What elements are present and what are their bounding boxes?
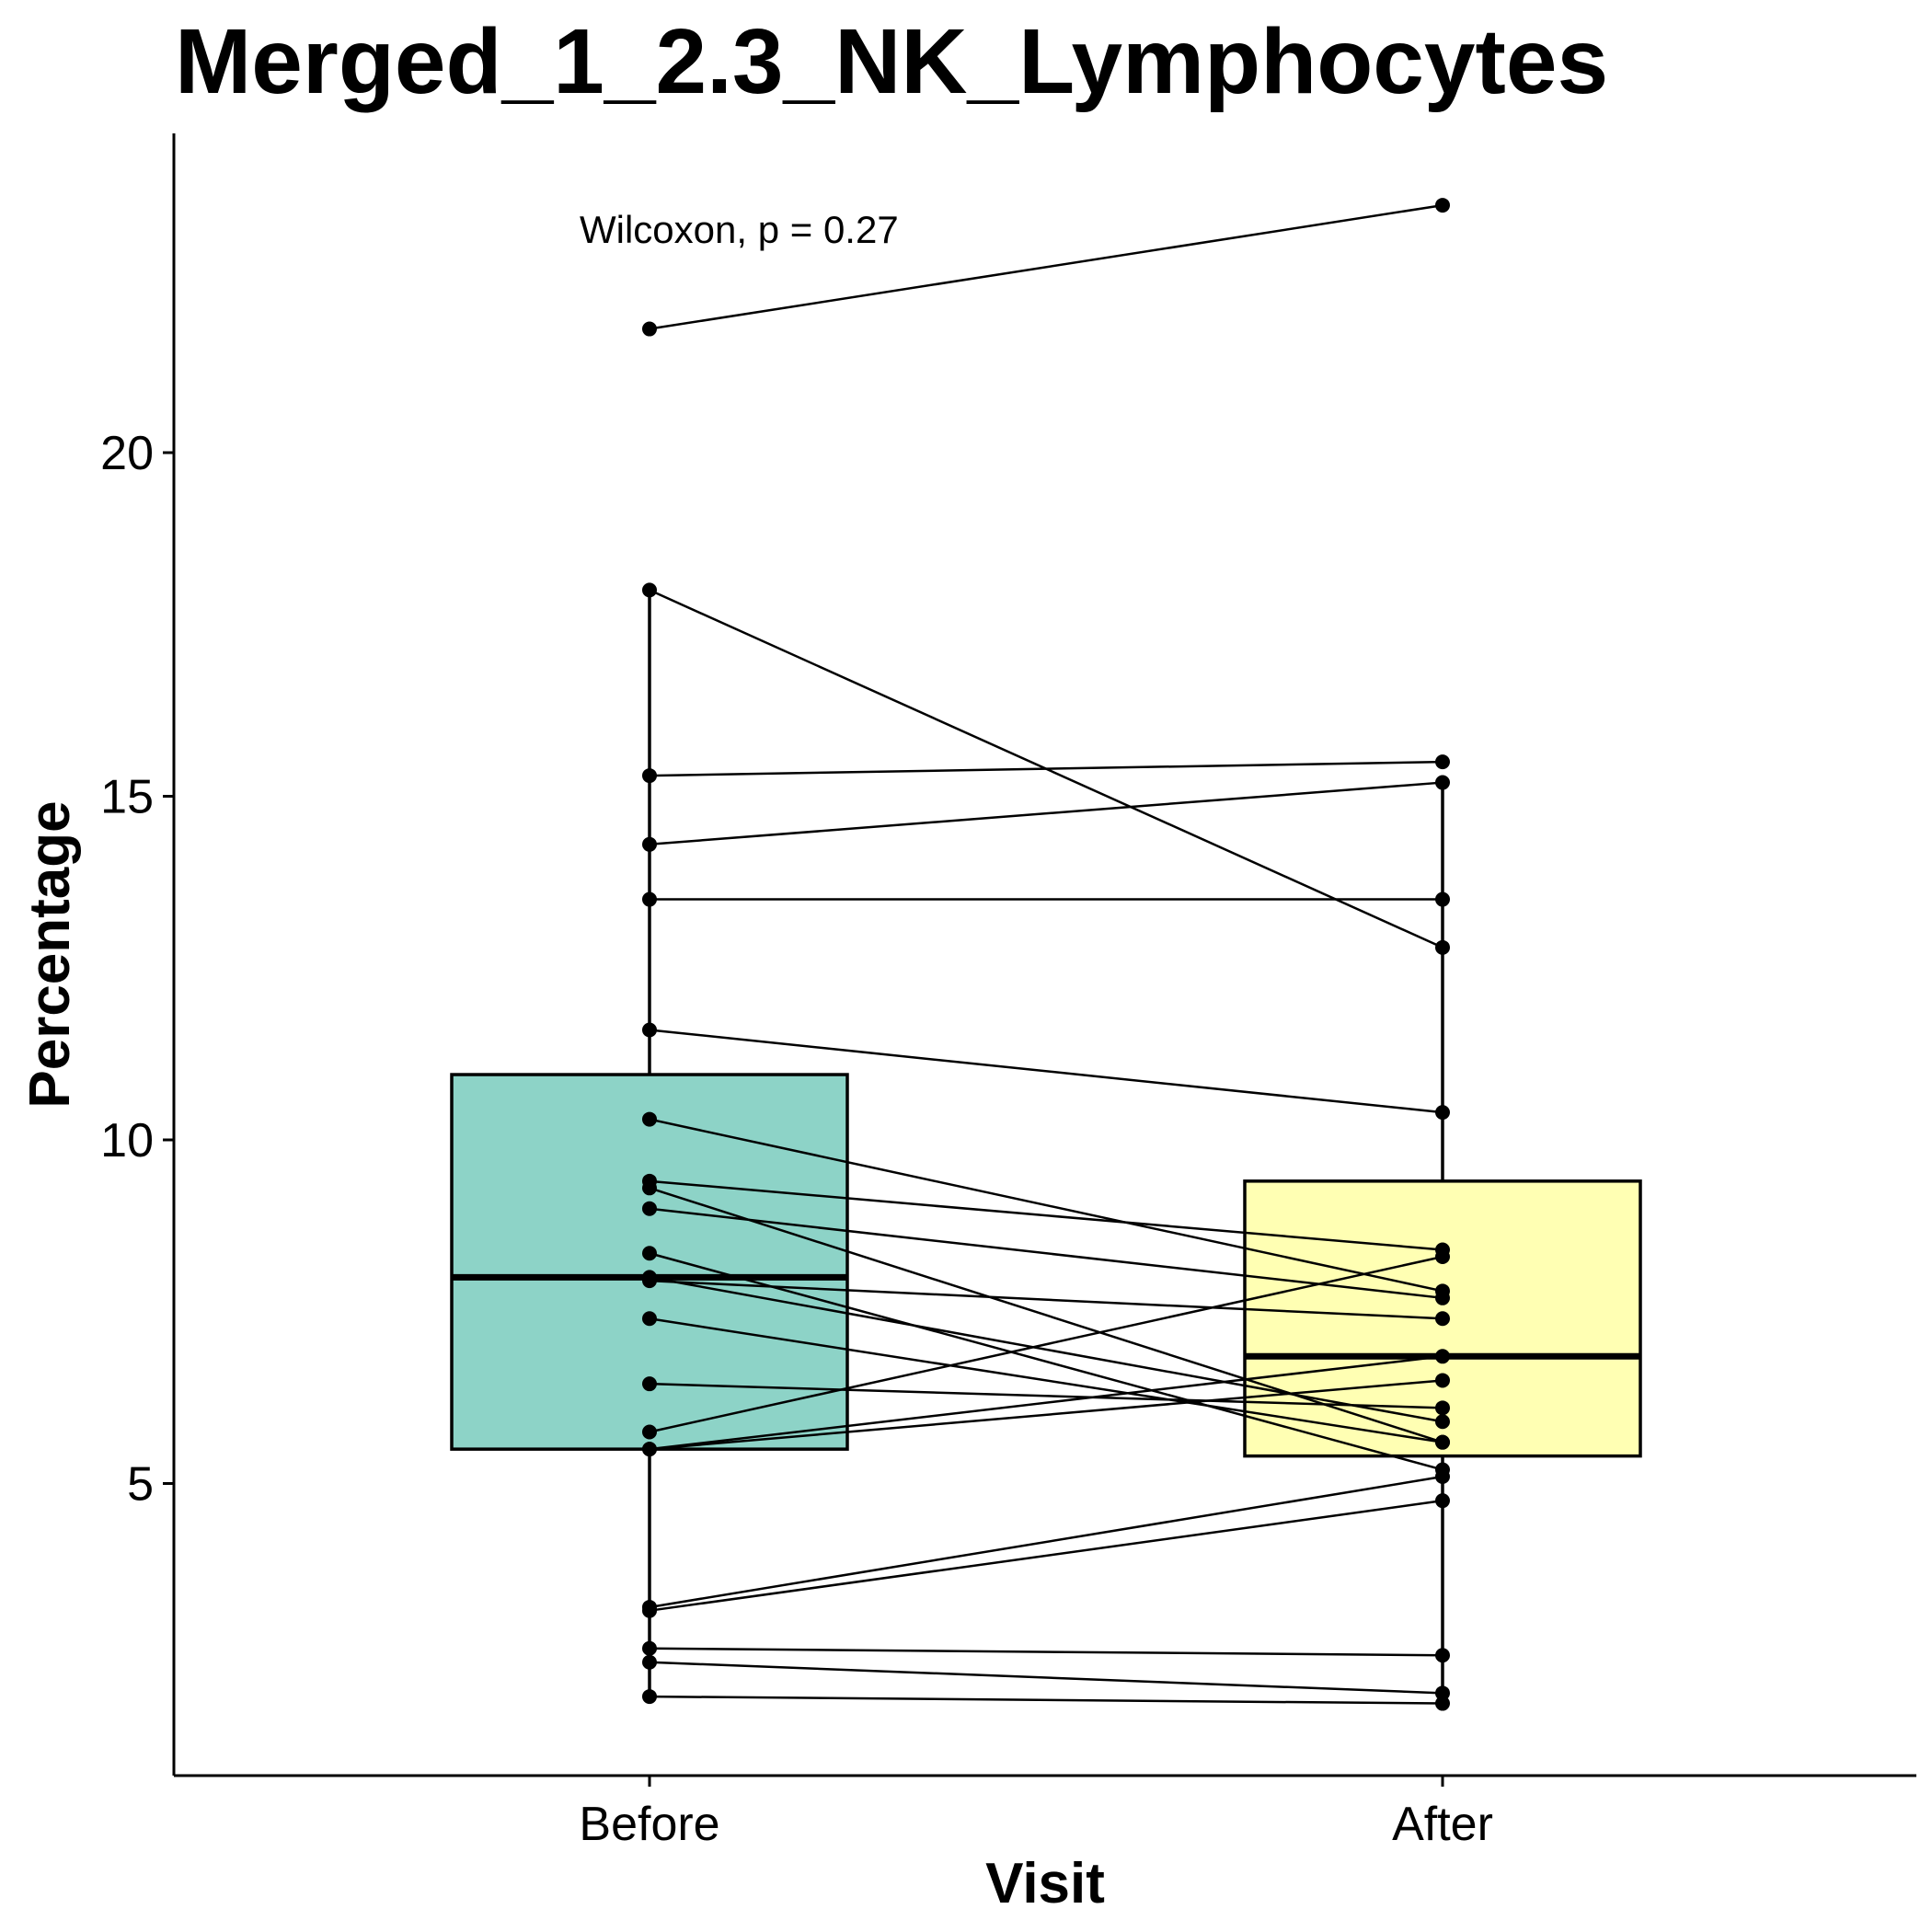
pair-line-9 [649,1187,1443,1443]
y-tick-label-20: 20 [100,427,154,480]
pair-lines-layer [649,203,1443,1705]
point-after-2 [1435,939,1450,955]
point-before-3 [642,768,657,784]
y-tick-label-15: 15 [100,771,154,824]
point-after-15 [1435,1400,1450,1416]
point-after-23 [1435,1696,1450,1711]
point-before-23 [642,1689,657,1705]
chart-title: Merged_1_2.3_NK_Lymphocytes [175,10,1609,113]
pair-line-19 [649,1475,1443,1609]
point-before-13 [642,1273,657,1289]
point-after-17 [1435,1373,1450,1388]
point-before-9 [642,1180,657,1196]
pair-line-1 [649,203,1443,330]
x-axis-title: Visit [985,1852,1105,1915]
point-before-22 [642,1654,657,1670]
boxes-layer [450,590,1642,1704]
point-before-4 [642,836,657,852]
point-after-4 [1435,775,1450,790]
point-before-11 [642,1246,657,1261]
y-tick-label-10: 10 [100,1114,154,1167]
points-layer [642,198,1450,1711]
pair-line-12 [649,1276,1443,1423]
pair-line-10 [649,1207,1443,1300]
axes-layer: 5 10 15 20 Before After [100,133,1916,1851]
x-tick-label-after: After [1392,1798,1493,1851]
point-after-13 [1435,1311,1450,1327]
point-before-14 [642,1311,657,1327]
point-before-21 [642,1640,657,1656]
point-after-5 [1435,891,1450,907]
point-before-2 [642,582,657,598]
pair-line-23 [649,1695,1443,1705]
y-axis-title: Percentage [18,800,82,1108]
pair-line-13 [649,1279,1443,1320]
point-before-18 [642,1442,657,1457]
point-before-10 [642,1201,657,1216]
point-before-16 [642,1424,657,1440]
pair-line-3 [649,760,1443,777]
point-before-20 [642,1603,657,1618]
pair-line-4 [649,781,1443,846]
pair-line-18 [649,1355,1443,1451]
pair-line-16 [649,1255,1443,1433]
pair-line-8 [649,1179,1443,1251]
box-before [450,1073,849,1451]
wilcoxon-annotation: Wilcoxon, p = 0.27 [580,208,899,251]
point-before-6 [642,1022,657,1038]
pair-line-21 [649,1647,1443,1657]
pair-line-11 [649,1252,1443,1471]
point-after-20 [1435,1493,1450,1509]
point-after-1 [1435,198,1450,213]
point-after-18 [1435,1349,1450,1364]
point-before-5 [642,891,657,907]
point-after-21 [1435,1648,1450,1663]
pair-line-6 [649,1029,1443,1114]
y-tick-label-5: 5 [127,1458,154,1512]
point-after-22 [1435,1685,1450,1701]
point-before-7 [642,1111,657,1127]
point-after-12 [1435,1414,1450,1430]
pair-line-20 [649,1499,1443,1612]
x-tick-label-before: Before [579,1798,719,1851]
pair-line-17 [649,1379,1443,1451]
point-before-1 [642,321,657,337]
pair-line-14 [649,1317,1443,1443]
point-before-15 [642,1376,657,1392]
pair-line-15 [649,1382,1443,1409]
point-after-10 [1435,1290,1450,1305]
point-after-3 [1435,754,1450,770]
point-after-14 [1435,1434,1450,1450]
pair-line-7 [649,1118,1443,1293]
point-after-6 [1435,1105,1450,1121]
point-after-19 [1435,1469,1450,1485]
point-after-16 [1435,1248,1450,1264]
pair-line-22 [649,1661,1443,1695]
